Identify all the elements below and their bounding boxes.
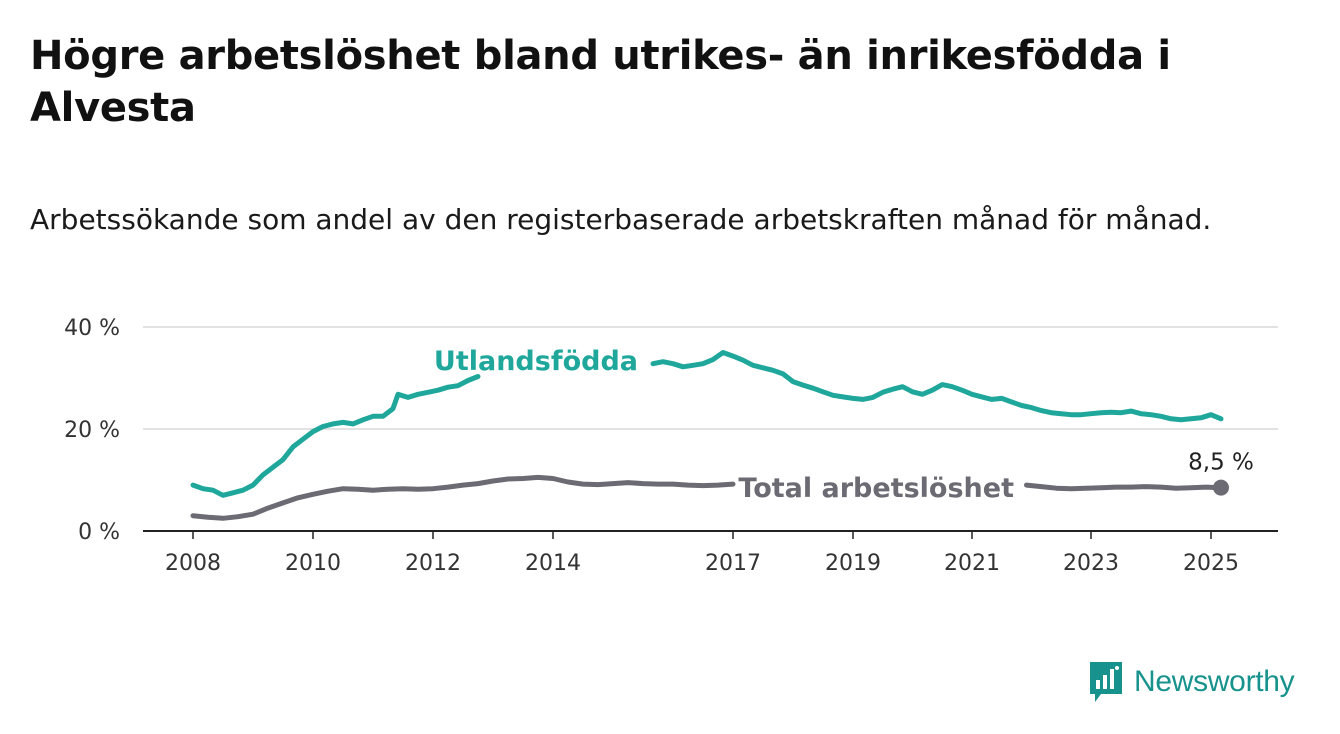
series-line-total	[1024, 482, 1224, 492]
x-tick-label: 2019	[825, 551, 881, 576]
y-tick-label: 20 %	[64, 418, 120, 443]
x-tick-label: 2025	[1183, 551, 1239, 576]
end-value-label: 8,5 %	[1188, 450, 1254, 476]
x-tick-label: 2008	[165, 551, 221, 576]
series-line-utlandsfodda	[650, 350, 1224, 423]
x-tick-label: 2017	[705, 551, 761, 576]
chart-subtitle: Arbetssökande som andel av den registerb…	[30, 203, 1212, 236]
brand-name: Newsworthy	[1134, 665, 1295, 698]
x-tick-label: 2012	[405, 551, 461, 576]
y-tick-label: 0 %	[78, 520, 120, 545]
bar-chart-speech-bubble-icon	[1090, 662, 1122, 702]
series-label-total: Total arbetslöshet	[738, 473, 1014, 504]
x-tick-label: 2010	[285, 551, 341, 576]
series-line-utlandsfodda	[190, 374, 481, 498]
chart-title: Högre arbetslöshet bland utrikes- än inr…	[30, 33, 1171, 131]
series-line-total	[190, 474, 736, 521]
x-tick-label: 2021	[944, 551, 1000, 576]
x-tick-label: 2023	[1063, 551, 1119, 576]
newsworthy-logo: Newsworthy	[1088, 660, 1295, 704]
line-chart: 0 % 20 % 40 % 2008 2010 2012 2014 2017 2019 2021 2…	[64, 316, 1278, 576]
x-tick-label: 2014	[525, 551, 581, 576]
y-tick-label: 40 %	[64, 316, 120, 341]
end-point-marker	[1213, 479, 1229, 496]
series-label-utlandsfodda: Utlandsfödda	[434, 346, 638, 377]
